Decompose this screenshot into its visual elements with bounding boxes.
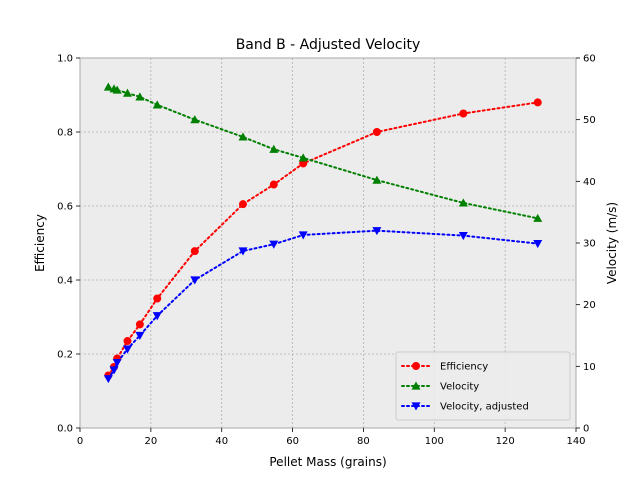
data-point [298,231,308,240]
x-tick-label: 140 [566,436,585,447]
data-point [269,180,278,189]
data-point [372,227,382,236]
y-tick-label: 0.6 [57,202,73,213]
series-velocity-adjusted [103,227,543,384]
data-point [238,247,248,256]
x-tick-label: 100 [425,436,444,447]
data-point [372,175,382,184]
y-axis-label: Efficiency [33,214,47,272]
x-tick-label: 60 [286,436,299,447]
data-point [533,98,542,107]
legend-label: Velocity, adjusted [440,402,529,413]
y2-tick-label: 30 [583,239,596,250]
x-tick-label: 80 [357,436,370,447]
data-point [135,331,145,340]
y-tick-label: 0.8 [57,128,73,139]
y2-tick-label: 10 [583,362,596,373]
y2-axis-label: Velocity (m/s) [605,202,619,284]
x-axis-label: Pellet Mass (grains) [269,455,386,469]
data-point [458,232,468,241]
data-point [122,88,132,97]
data-point [112,359,122,368]
data-point [190,276,200,285]
y-tick-label: 0.0 [57,424,73,435]
data-point [135,320,144,329]
data-point [109,366,119,375]
data-point [190,247,199,256]
data-point [372,128,381,136]
data-point [190,115,200,124]
series-layer [103,82,543,384]
data-point [238,200,247,209]
series-velocity [103,82,543,222]
x-tick-label: 20 [144,436,157,447]
x-axis-ticks: 0 20 40 60 80 100 120 140 [77,428,586,447]
data-point [103,82,113,91]
data-point [112,85,122,94]
data-point [123,337,132,346]
data-point [152,100,162,109]
legend: Efficiency Velocity Velocity, adjusted [395,351,571,421]
x-tick-label: 40 [215,436,228,447]
y2-tick-label: 40 [583,177,596,188]
data-point [103,375,113,384]
chart-title: Band B - Adjusted Velocity [236,37,421,53]
y2-axis-ticks: 0 10 20 30 40 50 60 [576,54,596,435]
legend-marker [411,402,421,411]
y-tick-label: 1.0 [57,54,73,65]
legend-marker [411,381,421,390]
data-point [135,92,145,101]
data-point [269,240,279,249]
y-tick-label: 0.4 [57,276,73,287]
data-point [459,109,468,118]
legend-box [395,351,571,421]
y2-tick-label: 20 [583,300,596,311]
data-point [122,345,132,354]
y-tick-label: 0.2 [57,350,73,361]
data-point [533,240,543,249]
data-point [269,144,279,153]
y2-tick-label: 60 [583,54,596,65]
y2-tick-label: 50 [583,115,596,126]
data-point [153,294,162,303]
x-tick-label: 120 [496,436,515,447]
data-point [458,198,468,207]
x-tick-label: 0 [77,436,83,447]
y-axis-ticks: 0.0 0.2 0.4 0.6 0.8 1.0 [57,54,80,435]
legend-label: Velocity [440,382,479,393]
legend-marker [412,362,420,370]
y2-tick-label: 0 [583,424,589,435]
data-point [152,312,162,321]
data-point [298,153,308,162]
legend-label: Efficiency [440,362,488,373]
data-point [238,132,248,141]
data-point [533,213,543,222]
